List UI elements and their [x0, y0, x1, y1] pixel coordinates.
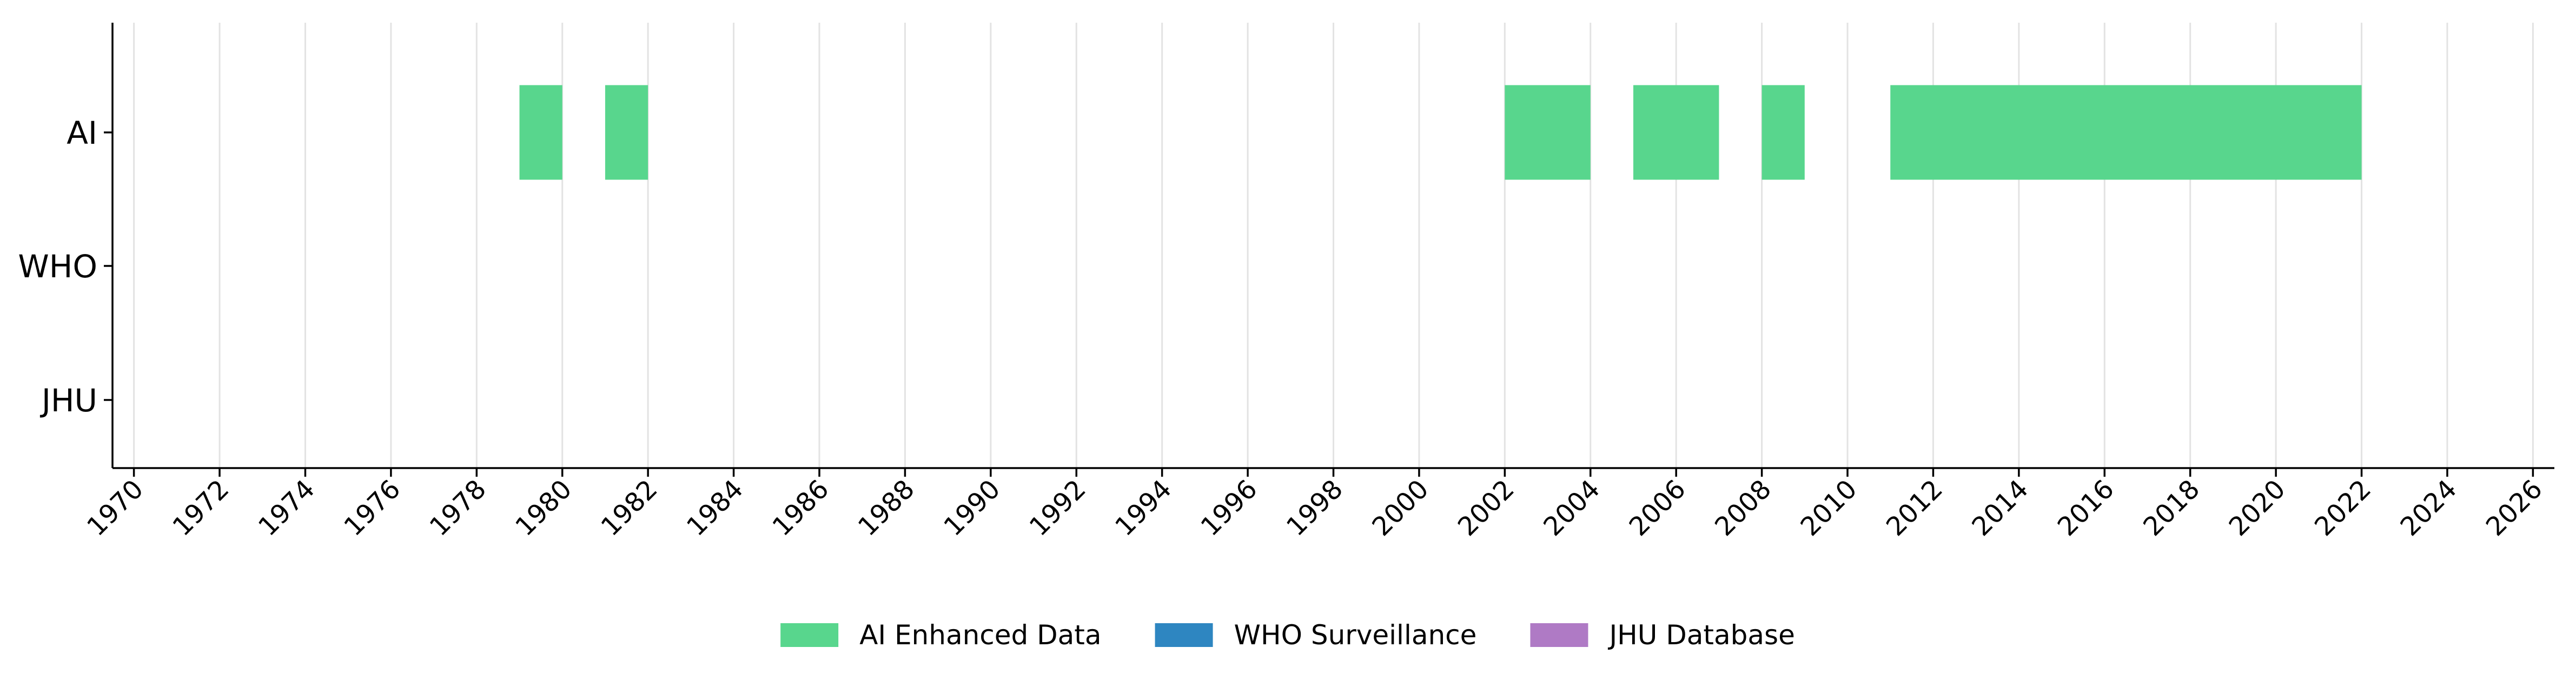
x-tick-label-1972: 1972 — [167, 474, 235, 542]
bar-ai-2008-2009 — [1762, 85, 1805, 180]
x-tick-label-2022: 2022 — [2309, 474, 2377, 542]
legend-swatch-2 — [1530, 623, 1588, 647]
x-tick-label-2004: 2004 — [1538, 474, 1606, 542]
x-tick-label-1970: 1970 — [81, 474, 149, 542]
bar-ai-2011-2022 — [1890, 85, 2362, 180]
x-tick-label-1976: 1976 — [338, 474, 406, 542]
x-tick-label-1978: 1978 — [424, 474, 492, 542]
y-tick-label-ai: AI — [67, 115, 97, 151]
axes — [104, 23, 2554, 477]
x-tick-label-1994: 1994 — [1109, 474, 1177, 542]
x-tick-label-2018: 2018 — [2137, 474, 2206, 542]
x-tick-label-1998: 1998 — [1281, 474, 1349, 542]
legend-swatch-1 — [1155, 623, 1213, 647]
x-tick-label-2024: 2024 — [2394, 474, 2462, 542]
y-tick-label-jhu: JHU — [40, 382, 97, 419]
legend-label-2: JHU Database — [1607, 619, 1794, 651]
x-tick-label-2000: 2000 — [1366, 474, 1434, 542]
x-tick-label-2026: 2026 — [2480, 474, 2548, 542]
x-tick-label-2002: 2002 — [1452, 474, 1520, 542]
x-tick-label-1996: 1996 — [1195, 474, 1263, 542]
x-tick-label-2020: 2020 — [2223, 474, 2292, 542]
x-tick-label-2016: 2016 — [2052, 474, 2120, 542]
legend: AI Enhanced Data WHO Surveillance JHU Data… — [780, 619, 1795, 651]
x-tick-label-1982: 1982 — [595, 474, 664, 542]
bar-ai-2005-2007 — [1633, 85, 1719, 180]
x-tick-labels: 1970 1972 1974 1976 1978 1980 1982 1984 1986 1988… — [81, 474, 2548, 542]
bar-ai-1981-1982 — [605, 85, 648, 180]
legend-label-1: WHO Surveillance — [1234, 619, 1477, 651]
bar-ai-2002-2004 — [1505, 85, 1591, 180]
x-tick-label-2010: 2010 — [1795, 474, 1863, 542]
x-tick-label-2008: 2008 — [1709, 474, 1777, 542]
bars — [519, 85, 2362, 180]
bar-ai-1979-1980 — [519, 85, 562, 180]
x-tick-label-2014: 2014 — [1966, 474, 2034, 542]
x-tick-label-1992: 1992 — [1024, 474, 1092, 542]
x-tick-label-1990: 1990 — [938, 474, 1006, 542]
x-tick-label-2012: 2012 — [1880, 474, 1949, 542]
x-tick-label-1988: 1988 — [852, 474, 921, 542]
legend-label-0: AI Enhanced Data — [859, 619, 1101, 651]
legend-swatch-0 — [780, 623, 839, 647]
x-tick-label-1974: 1974 — [253, 474, 321, 542]
x-tick-label-1986: 1986 — [766, 474, 835, 542]
x-tick-label-2006: 2006 — [1624, 474, 1692, 542]
y-tick-labels: AI WHO JHU — [18, 115, 97, 419]
x-tick-label-1984: 1984 — [681, 474, 749, 542]
x-tick-label-1980: 1980 — [509, 474, 578, 542]
y-tick-label-who: WHO — [18, 248, 97, 285]
